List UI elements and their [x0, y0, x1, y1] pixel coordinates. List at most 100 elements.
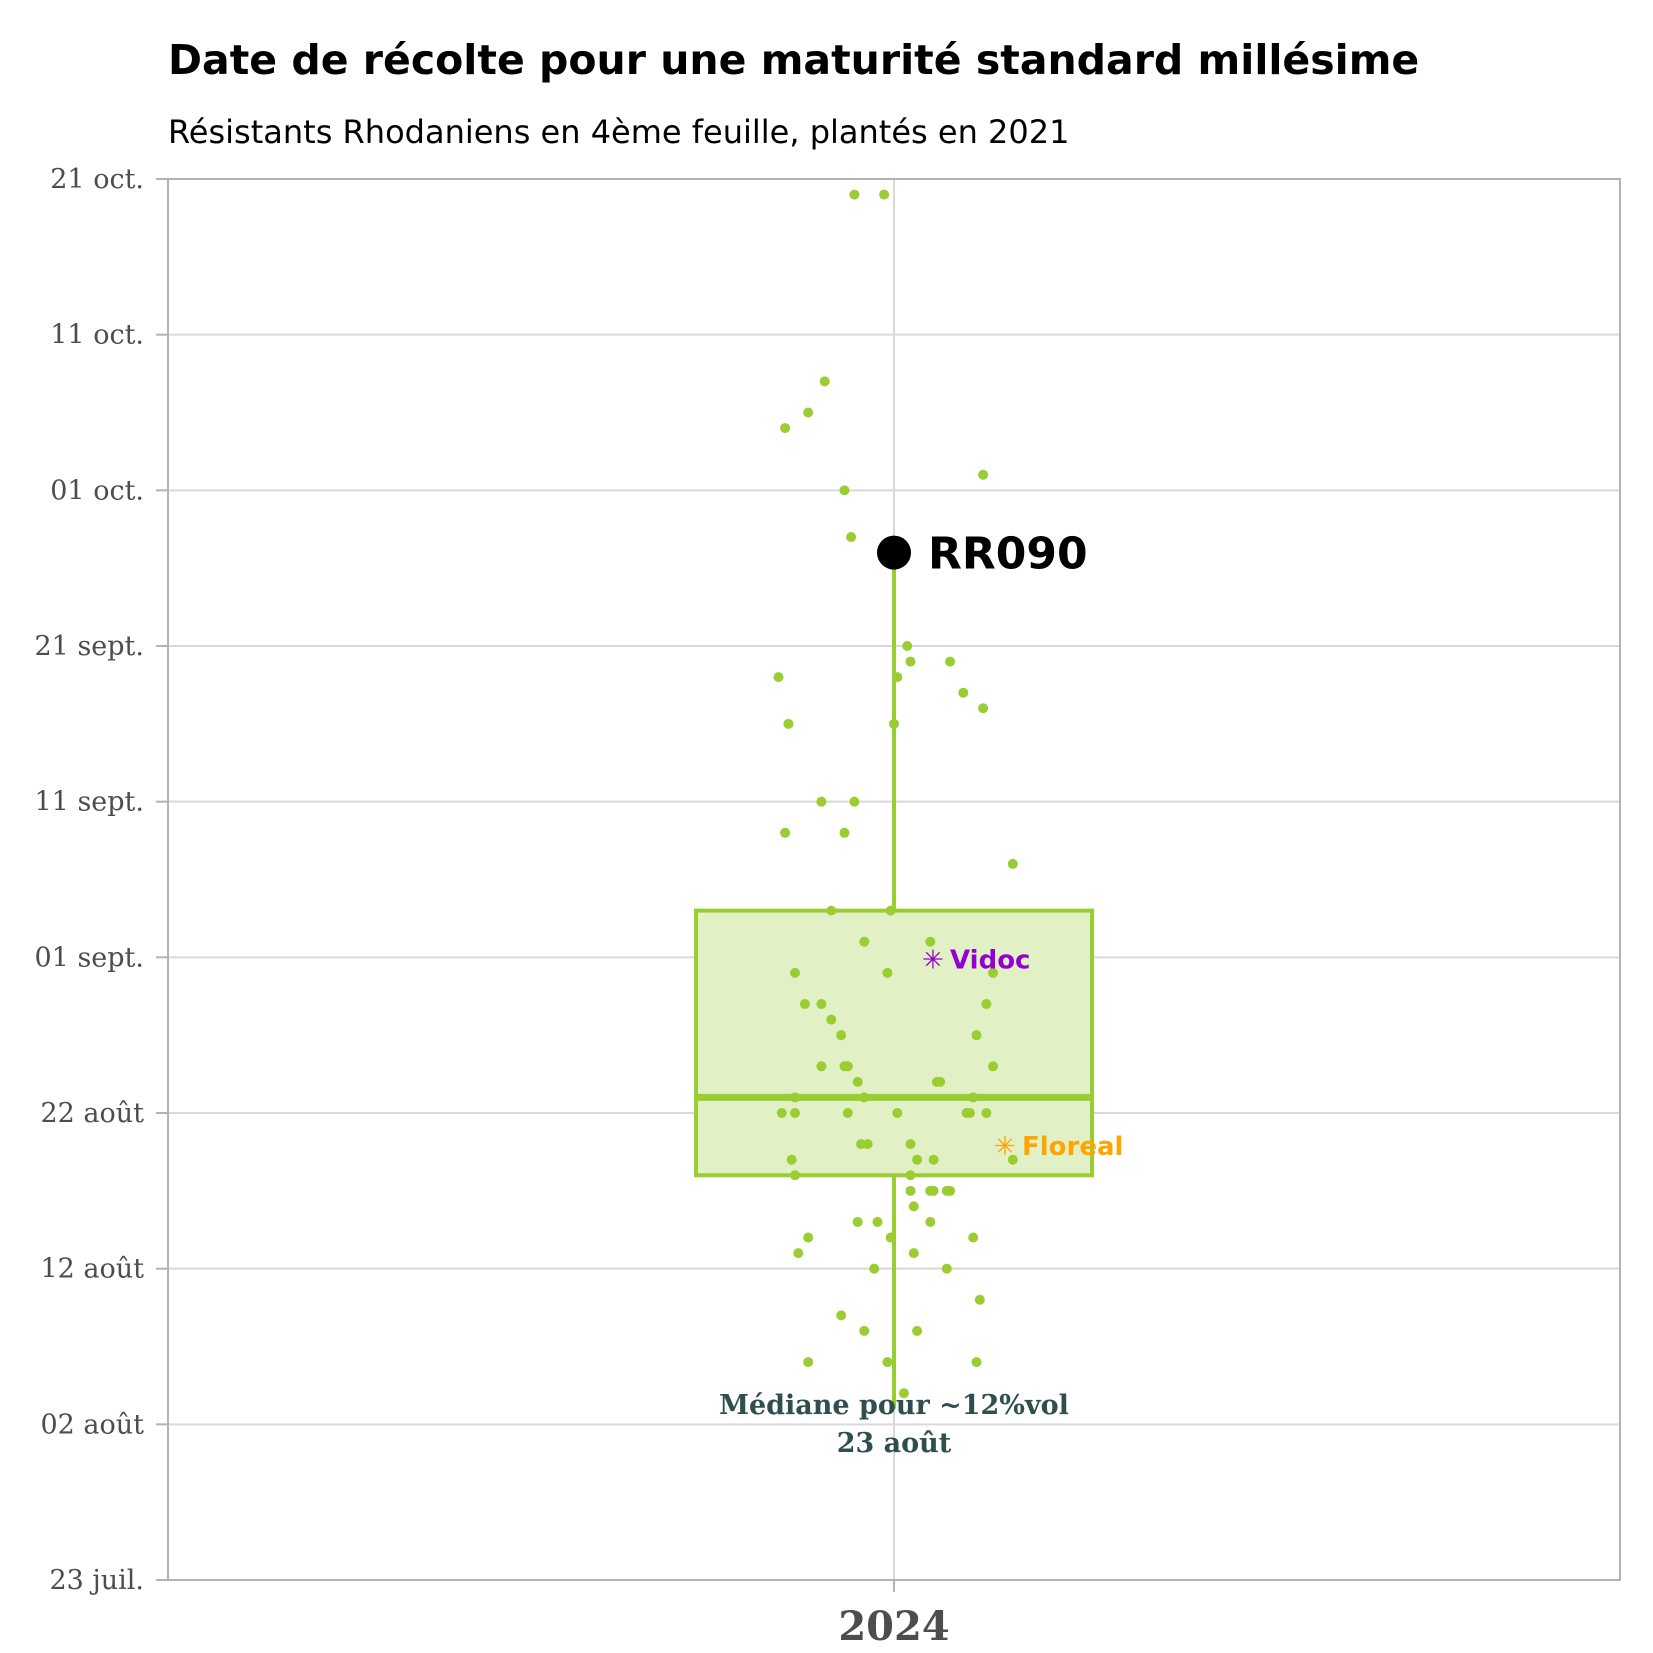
box-iqr	[694, 908, 1094, 1178]
annotation-label-floreal: Floreal	[1022, 1132, 1123, 1162]
data-point	[981, 999, 992, 1010]
data-point	[786, 1154, 797, 1165]
data-point	[869, 1263, 880, 1274]
data-point	[846, 532, 857, 543]
data-point	[912, 1154, 923, 1165]
annotation-label-vidoc: Vidoc	[950, 945, 1030, 975]
data-point	[912, 1325, 923, 1336]
data-point	[839, 485, 850, 496]
data-point	[885, 905, 896, 916]
boxplot	[694, 552, 1094, 1409]
data-point	[826, 905, 837, 916]
data-point	[945, 656, 956, 667]
data-point	[902, 641, 913, 651]
data-point	[872, 1216, 883, 1227]
data-point	[971, 1030, 982, 1041]
data-point	[879, 189, 890, 200]
data-point	[988, 1061, 998, 1072]
data-point	[885, 1232, 896, 1243]
data-point	[803, 407, 814, 418]
data-point	[945, 1185, 956, 1196]
data-point	[776, 1108, 787, 1118]
data-point	[783, 718, 794, 729]
data-point	[905, 1170, 916, 1181]
data-point	[928, 1185, 939, 1196]
data-point	[905, 1139, 916, 1150]
annotation-marker-floreal: ✳	[994, 1132, 1016, 1162]
chart-title: Date de récolte pour une maturité standa…	[168, 36, 1419, 84]
data-point	[905, 1185, 916, 1196]
y-tick-label: 21 sept.	[35, 631, 145, 662]
data-point	[826, 1014, 837, 1025]
axes: 23 juil. 02 août 12 août 22 août 01 sept. 11 …	[35, 164, 1621, 1650]
data-point	[803, 1357, 814, 1368]
median-note-line2: 23 août	[837, 1428, 952, 1459]
data-point	[816, 796, 827, 807]
data-point	[981, 1108, 992, 1118]
highlight-point	[877, 535, 911, 570]
data-point	[908, 1201, 919, 1212]
data-point	[859, 1092, 870, 1103]
data-points	[773, 189, 1018, 1399]
data-point	[799, 999, 810, 1010]
data-point	[971, 1357, 982, 1368]
data-point	[842, 1108, 853, 1118]
y-tick-label: 22 août	[40, 1098, 144, 1129]
data-point	[968, 1232, 979, 1243]
data-point	[882, 1357, 893, 1368]
data-point	[935, 1076, 946, 1087]
data-point	[773, 672, 784, 683]
data-point	[964, 1108, 975, 1118]
data-point	[790, 1092, 800, 1103]
y-tick-label: 11 sept.	[35, 787, 145, 818]
data-point	[849, 796, 860, 807]
data-point	[819, 376, 830, 387]
data-point	[882, 967, 893, 978]
data-point	[780, 423, 791, 434]
data-point	[978, 469, 989, 480]
data-point	[790, 1108, 800, 1118]
data-point	[780, 827, 791, 838]
data-point	[790, 1170, 800, 1181]
median-note-line1: Médiane pour ~12%vol	[719, 1390, 1069, 1421]
x-tick-label: 2024	[838, 1603, 949, 1650]
data-point	[905, 656, 916, 667]
data-point	[790, 967, 800, 978]
data-point	[836, 1030, 847, 1041]
data-point	[1007, 1154, 1018, 1165]
data-point	[793, 1248, 804, 1259]
data-point	[849, 189, 860, 200]
data-point	[1007, 858, 1018, 869]
data-point	[889, 718, 899, 729]
y-tick-label: 01 oct.	[50, 475, 144, 506]
data-point	[803, 1232, 814, 1243]
data-point	[852, 1216, 863, 1227]
data-point	[941, 1263, 952, 1274]
data-point	[925, 1216, 936, 1227]
data-point	[898, 1388, 909, 1399]
data-point	[974, 1294, 985, 1305]
data-point	[842, 1061, 853, 1072]
y-tick-label: 12 août	[40, 1254, 144, 1285]
y-tick-label: 11 oct.	[50, 320, 144, 351]
y-tick-label: 02 août	[40, 1409, 144, 1440]
data-point	[968, 1092, 979, 1103]
y-tick-label: 21 oct.	[50, 164, 144, 195]
data-point	[978, 703, 989, 714]
data-point	[859, 936, 870, 947]
data-point	[925, 936, 936, 947]
data-point	[836, 1310, 847, 1321]
data-point	[958, 687, 969, 698]
data-point	[839, 827, 850, 838]
data-point	[816, 1061, 827, 1072]
data-point	[859, 1325, 870, 1336]
data-point	[816, 999, 827, 1010]
highlight-label: RR090	[928, 529, 1088, 580]
data-point	[892, 672, 903, 683]
annotation-marker-vidoc: ✳	[922, 945, 944, 975]
data-point	[928, 1154, 939, 1165]
y-tick-label: 23 juil.	[49, 1565, 144, 1596]
data-point	[852, 1076, 863, 1087]
